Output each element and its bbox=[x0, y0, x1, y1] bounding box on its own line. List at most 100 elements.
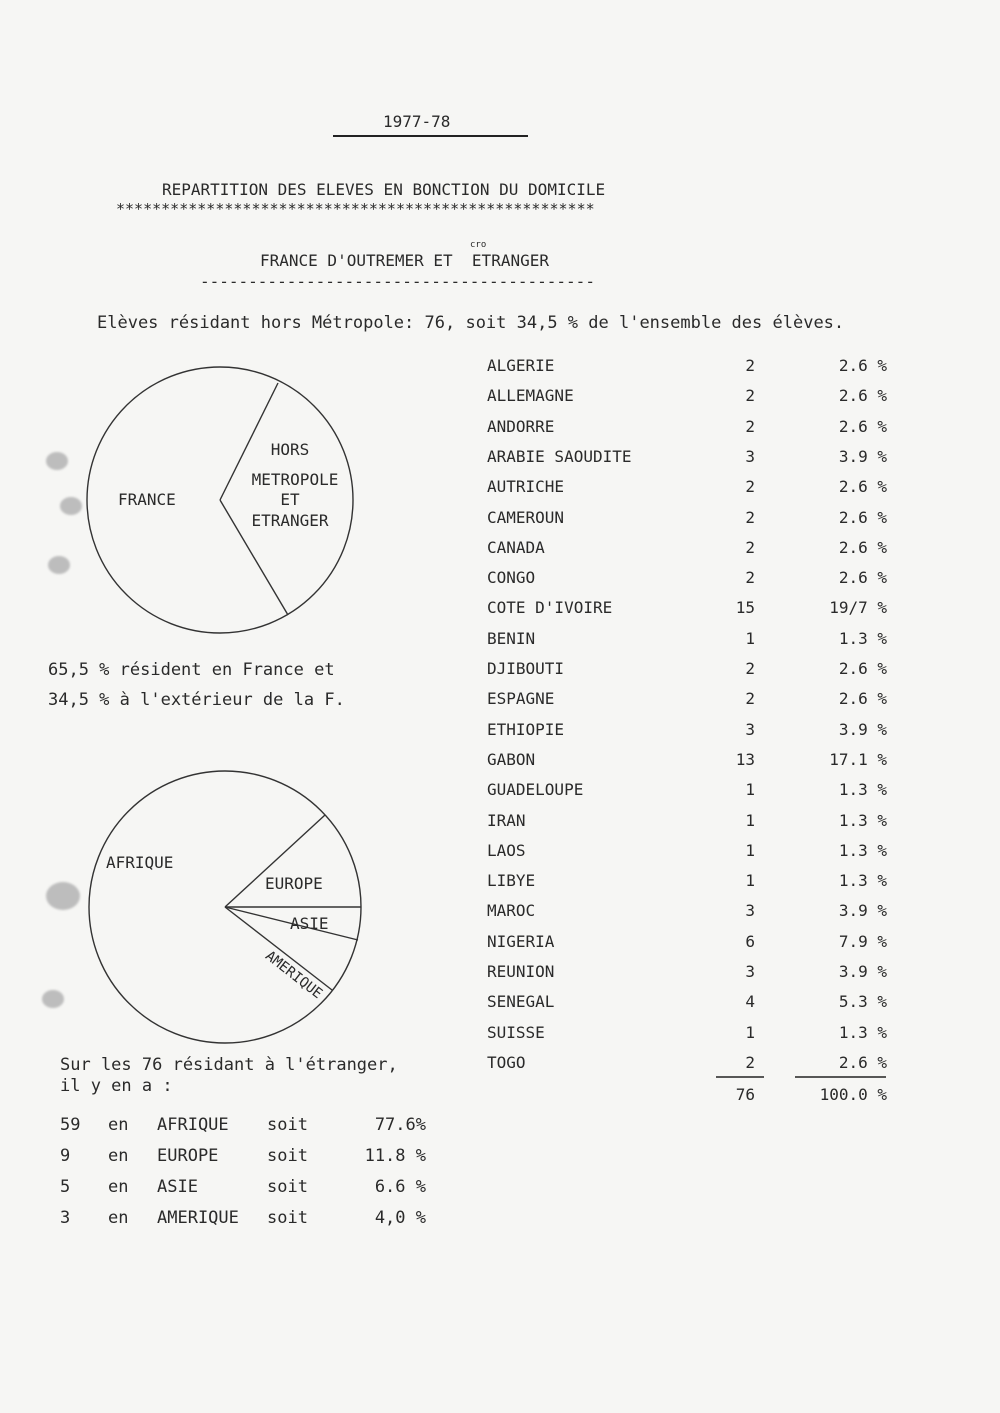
country-count: 3 bbox=[745, 901, 755, 921]
country-pct: 2.6 % bbox=[838, 1052, 887, 1072]
pie-regions-slice-edge bbox=[224, 906, 359, 941]
summary-n: 5 bbox=[60, 1177, 71, 1197]
country-count: 2 bbox=[745, 568, 755, 588]
subtitle: FRANCE D'OUTREMER ET ETRANGER bbox=[260, 251, 549, 270]
country-name: IRAN bbox=[487, 810, 526, 830]
pie-regions-slice-edge bbox=[224, 814, 326, 908]
pie-france-slice-edge bbox=[219, 499, 289, 616]
country-pct: 2.6 % bbox=[838, 386, 887, 406]
country-count: 1 bbox=[745, 810, 755, 830]
table-row: CAMEROUN 2 2.6 % bbox=[487, 508, 887, 532]
table-row: COTE D'IVOIRE 15 19/7 % bbox=[487, 598, 887, 622]
country-pct: 1.3 % bbox=[838, 840, 887, 860]
pie1-caption-line2: 34,5 % à l'extérieur de la F. bbox=[48, 690, 345, 710]
pie-label-metropole: METROPOLE bbox=[251, 470, 339, 489]
country-name: ALGERIE bbox=[487, 356, 555, 375]
country-pct: 1.3 % bbox=[838, 1022, 887, 1042]
year: 1977-78 bbox=[383, 112, 451, 131]
table-row: DJIBOUTI 2 2.6 % bbox=[487, 659, 887, 683]
intro-text: Elèves résidant hors Métropole: 76, soit… bbox=[97, 313, 845, 333]
summary-pct: 11.8 % bbox=[364, 1146, 426, 1166]
pie-label-afrique: AFRIQUE bbox=[106, 853, 174, 872]
summary-en: en bbox=[108, 1115, 129, 1135]
table-row: SUISSE 1 1.3 % bbox=[487, 1023, 887, 1047]
summary-n: 3 bbox=[60, 1208, 71, 1228]
country-pct: 2.6 % bbox=[838, 537, 887, 557]
country-pct: 1.3 % bbox=[838, 810, 887, 830]
country-name: LIBYE bbox=[487, 871, 536, 891]
pie-label-et: ET bbox=[280, 490, 300, 509]
pie-label-europe: EUROPE bbox=[265, 874, 323, 893]
summary-soit: soit bbox=[267, 1208, 308, 1228]
country-name: ANDORRE bbox=[487, 416, 555, 436]
country-count: 15 bbox=[735, 598, 755, 618]
country-name: ARABIE SAOUDITE bbox=[487, 446, 632, 466]
summary-pct: 77.6% bbox=[374, 1115, 426, 1135]
country-pct: 1.3 % bbox=[838, 871, 887, 891]
table-row: SENEGAL 4 5.3 % bbox=[487, 992, 887, 1016]
country-name: GUADELOUPE bbox=[487, 780, 584, 800]
country-pct: 2.6 % bbox=[838, 568, 887, 588]
summary-pct: 4,0 % bbox=[374, 1208, 426, 1228]
country-pct: 7.9 % bbox=[838, 931, 887, 951]
table-row: ANDORRE 2 2.6 % bbox=[487, 417, 887, 441]
total-pct: 100.0 % bbox=[819, 1085, 887, 1104]
summary-en: en bbox=[108, 1208, 129, 1228]
table-row: CONGO 2 2.6 % bbox=[487, 568, 887, 592]
country-count: 2 bbox=[745, 537, 755, 557]
country-name: GABON bbox=[487, 749, 536, 769]
pie-france-outline bbox=[86, 366, 354, 634]
table-row: BENIN 1 1.3 % bbox=[487, 629, 887, 653]
country-name: TOGO bbox=[487, 1052, 526, 1072]
table-row: GUADELOUPE 1 1.3 % bbox=[487, 780, 887, 804]
summary-en: en bbox=[108, 1146, 129, 1166]
pie-label-etranger: ETRANGER bbox=[251, 511, 329, 530]
country-pct: 3.9 % bbox=[838, 962, 887, 981]
total-count: 76 bbox=[735, 1085, 755, 1104]
table-row: NIGERIA 6 7.9 % bbox=[487, 932, 887, 956]
country-count: 3 bbox=[745, 962, 755, 981]
summary-n: 9 bbox=[60, 1146, 71, 1166]
country-count: 3 bbox=[745, 446, 755, 466]
country-count: 2 bbox=[745, 477, 755, 497]
country-count: 2 bbox=[745, 356, 755, 375]
summary-region: ASIE bbox=[157, 1177, 198, 1197]
summary-region: AFRIQUE bbox=[157, 1115, 229, 1135]
pie-regions bbox=[88, 770, 362, 1044]
table-row: IRAN 1 1.3 % bbox=[487, 811, 887, 835]
summary-soit: soit bbox=[267, 1115, 308, 1135]
table-row: ESPAGNE 2 2.6 % bbox=[487, 689, 887, 713]
country-name: LAOS bbox=[487, 840, 526, 860]
country-name: COTE D'IVOIRE bbox=[487, 598, 613, 618]
country-name: BENIN bbox=[487, 628, 536, 648]
table-row: TOGO 2 2.6 % bbox=[487, 1053, 887, 1077]
subtitle-dashes: ----------------------------------------… bbox=[200, 272, 595, 291]
table-row: CANADA 2 2.6 % bbox=[487, 538, 887, 562]
country-name: SUISSE bbox=[487, 1022, 545, 1042]
summary-n: 59 bbox=[60, 1115, 81, 1135]
country-count: 2 bbox=[745, 1052, 755, 1072]
table-row: REUNION 3 3.9 % bbox=[487, 962, 887, 986]
country-name: CANADA bbox=[487, 537, 545, 557]
country-count: 3 bbox=[745, 719, 755, 739]
country-count: 13 bbox=[735, 749, 755, 769]
country-count: 2 bbox=[745, 689, 755, 709]
document-title: REPARTITION DES ELEVES EN BONCTION DU DO… bbox=[162, 180, 606, 199]
table-row: ALGERIE 2 2.6 % bbox=[487, 356, 887, 380]
country-pct: 2.6 % bbox=[838, 416, 887, 436]
country-count: 1 bbox=[745, 840, 755, 860]
summary-en: en bbox=[108, 1177, 129, 1197]
summary-line1: Sur les 76 résidant à l'étranger, bbox=[60, 1055, 398, 1075]
summary-soit: soit bbox=[267, 1146, 308, 1166]
country-pct: 1.3 % bbox=[838, 780, 887, 800]
country-count: 1 bbox=[745, 871, 755, 891]
country-pct: 2.6 % bbox=[838, 689, 887, 709]
table-row: LIBYE 1 1.3 % bbox=[487, 871, 887, 895]
country-name: DJIBOUTI bbox=[487, 659, 565, 678]
table-row: ETHIOPIE 3 3.9 % bbox=[487, 720, 887, 744]
table-row: ARABIE SAOUDITE 3 3.9 % bbox=[487, 447, 887, 471]
country-count: 2 bbox=[745, 416, 755, 436]
table-row: MAROC 3 3.9 % bbox=[487, 901, 887, 925]
country-count: 1 bbox=[745, 780, 755, 800]
country-pct: 3.9 % bbox=[838, 901, 887, 921]
